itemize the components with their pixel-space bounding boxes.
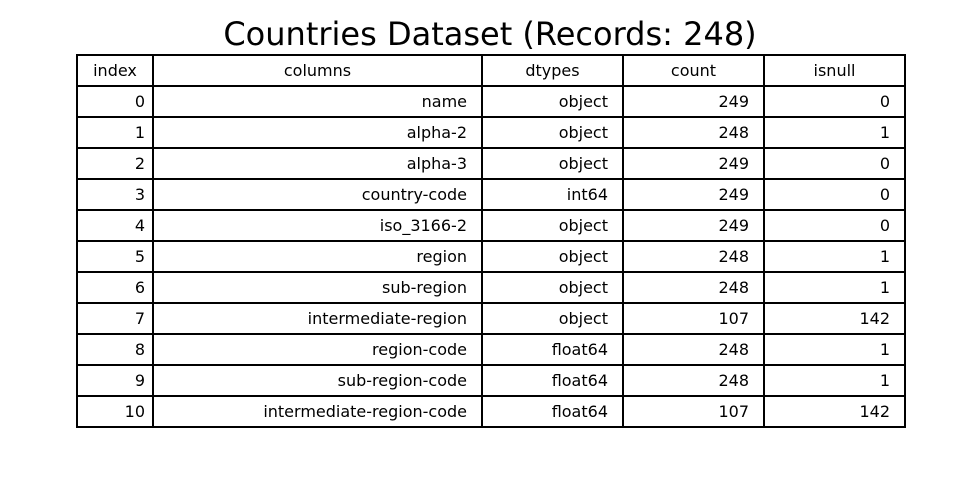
isnull-cell: 1 bbox=[763, 333, 906, 366]
index-cell: 10 bbox=[76, 395, 154, 428]
count-cell: 248 bbox=[622, 271, 765, 304]
dtype-cell: object bbox=[481, 271, 624, 304]
index-cell: 7 bbox=[76, 302, 154, 335]
index-cell: 0 bbox=[76, 85, 154, 118]
column-name-cell: region bbox=[152, 240, 483, 273]
isnull-cell: 0 bbox=[763, 147, 906, 180]
index-cell: 1 bbox=[76, 116, 154, 149]
index-cell: 9 bbox=[76, 364, 154, 397]
dtype-cell: float64 bbox=[481, 364, 624, 397]
index-cell: 6 bbox=[76, 271, 154, 304]
isnull-cell: 142 bbox=[763, 395, 906, 428]
table-row: 5 region object 248 1 bbox=[76, 240, 906, 273]
table-row: 3 country-code int64 249 0 bbox=[76, 178, 906, 211]
dtype-cell: float64 bbox=[481, 333, 624, 366]
isnull-cell: 0 bbox=[763, 178, 906, 211]
count-cell: 248 bbox=[622, 116, 765, 149]
table-row: 0 name object 249 0 bbox=[76, 85, 906, 118]
table-row: 10 intermediate-region-code float64 107 142 bbox=[76, 395, 906, 428]
dtype-cell: object bbox=[481, 240, 624, 273]
dtype-cell: object bbox=[481, 302, 624, 335]
count-cell: 107 bbox=[622, 395, 765, 428]
table-row: 1 alpha-2 object 248 1 bbox=[76, 116, 906, 149]
count-cell: 249 bbox=[622, 147, 765, 180]
isnull-cell: 1 bbox=[763, 364, 906, 397]
chart-title: Countries Dataset (Records: 248) bbox=[223, 15, 757, 53]
index-cell: 5 bbox=[76, 240, 154, 273]
column-name-cell: sub-region bbox=[152, 271, 483, 304]
dtype-cell: object bbox=[481, 209, 624, 242]
dtype-cell: object bbox=[481, 85, 624, 118]
isnull-cell: 0 bbox=[763, 209, 906, 242]
column-name-cell: alpha-2 bbox=[152, 116, 483, 149]
table-row: 7 intermediate-region object 107 142 bbox=[76, 302, 906, 335]
table-row: 9 sub-region-code float64 248 1 bbox=[76, 364, 906, 397]
count-cell: 248 bbox=[622, 240, 765, 273]
data-table: index columns dtypes count isnull 0 name o… bbox=[76, 54, 906, 428]
table-row: 8 region-code float64 248 1 bbox=[76, 333, 906, 366]
table-row: 4 iso_3166-2 object 249 0 bbox=[76, 209, 906, 242]
dtype-cell: float64 bbox=[481, 395, 624, 428]
table-row: 6 sub-region object 248 1 bbox=[76, 271, 906, 304]
index-cell: 8 bbox=[76, 333, 154, 366]
column-name-cell: name bbox=[152, 85, 483, 118]
header-row: index columns dtypes count isnull bbox=[76, 54, 906, 87]
header-index: index bbox=[76, 54, 154, 87]
column-name-cell: region-code bbox=[152, 333, 483, 366]
header-columns: columns bbox=[152, 54, 483, 87]
isnull-cell: 142 bbox=[763, 302, 906, 335]
isnull-cell: 0 bbox=[763, 85, 906, 118]
index-cell: 4 bbox=[76, 209, 154, 242]
header-isnull: isnull bbox=[763, 54, 906, 87]
column-name-cell: intermediate-region-code bbox=[152, 395, 483, 428]
count-cell: 249 bbox=[622, 85, 765, 118]
table-body: 0 name object 249 0 1 alpha-2 object 248 1 2 alpha-… bbox=[76, 85, 906, 428]
isnull-cell: 1 bbox=[763, 271, 906, 304]
column-name-cell: alpha-3 bbox=[152, 147, 483, 180]
column-name-cell: sub-region-code bbox=[152, 364, 483, 397]
column-name-cell: iso_3166-2 bbox=[152, 209, 483, 242]
count-cell: 249 bbox=[622, 209, 765, 242]
count-cell: 248 bbox=[622, 333, 765, 366]
isnull-cell: 1 bbox=[763, 116, 906, 149]
dtype-cell: object bbox=[481, 147, 624, 180]
table-row: 2 alpha-3 object 249 0 bbox=[76, 147, 906, 180]
count-cell: 248 bbox=[622, 364, 765, 397]
column-name-cell: intermediate-region bbox=[152, 302, 483, 335]
column-name-cell: country-code bbox=[152, 178, 483, 211]
dtype-cell: int64 bbox=[481, 178, 624, 211]
header-count: count bbox=[622, 54, 765, 87]
index-cell: 3 bbox=[76, 178, 154, 211]
dtype-cell: object bbox=[481, 116, 624, 149]
count-cell: 249 bbox=[622, 178, 765, 211]
count-cell: 107 bbox=[622, 302, 765, 335]
index-cell: 2 bbox=[76, 147, 154, 180]
header-dtypes: dtypes bbox=[481, 54, 624, 87]
isnull-cell: 1 bbox=[763, 240, 906, 273]
